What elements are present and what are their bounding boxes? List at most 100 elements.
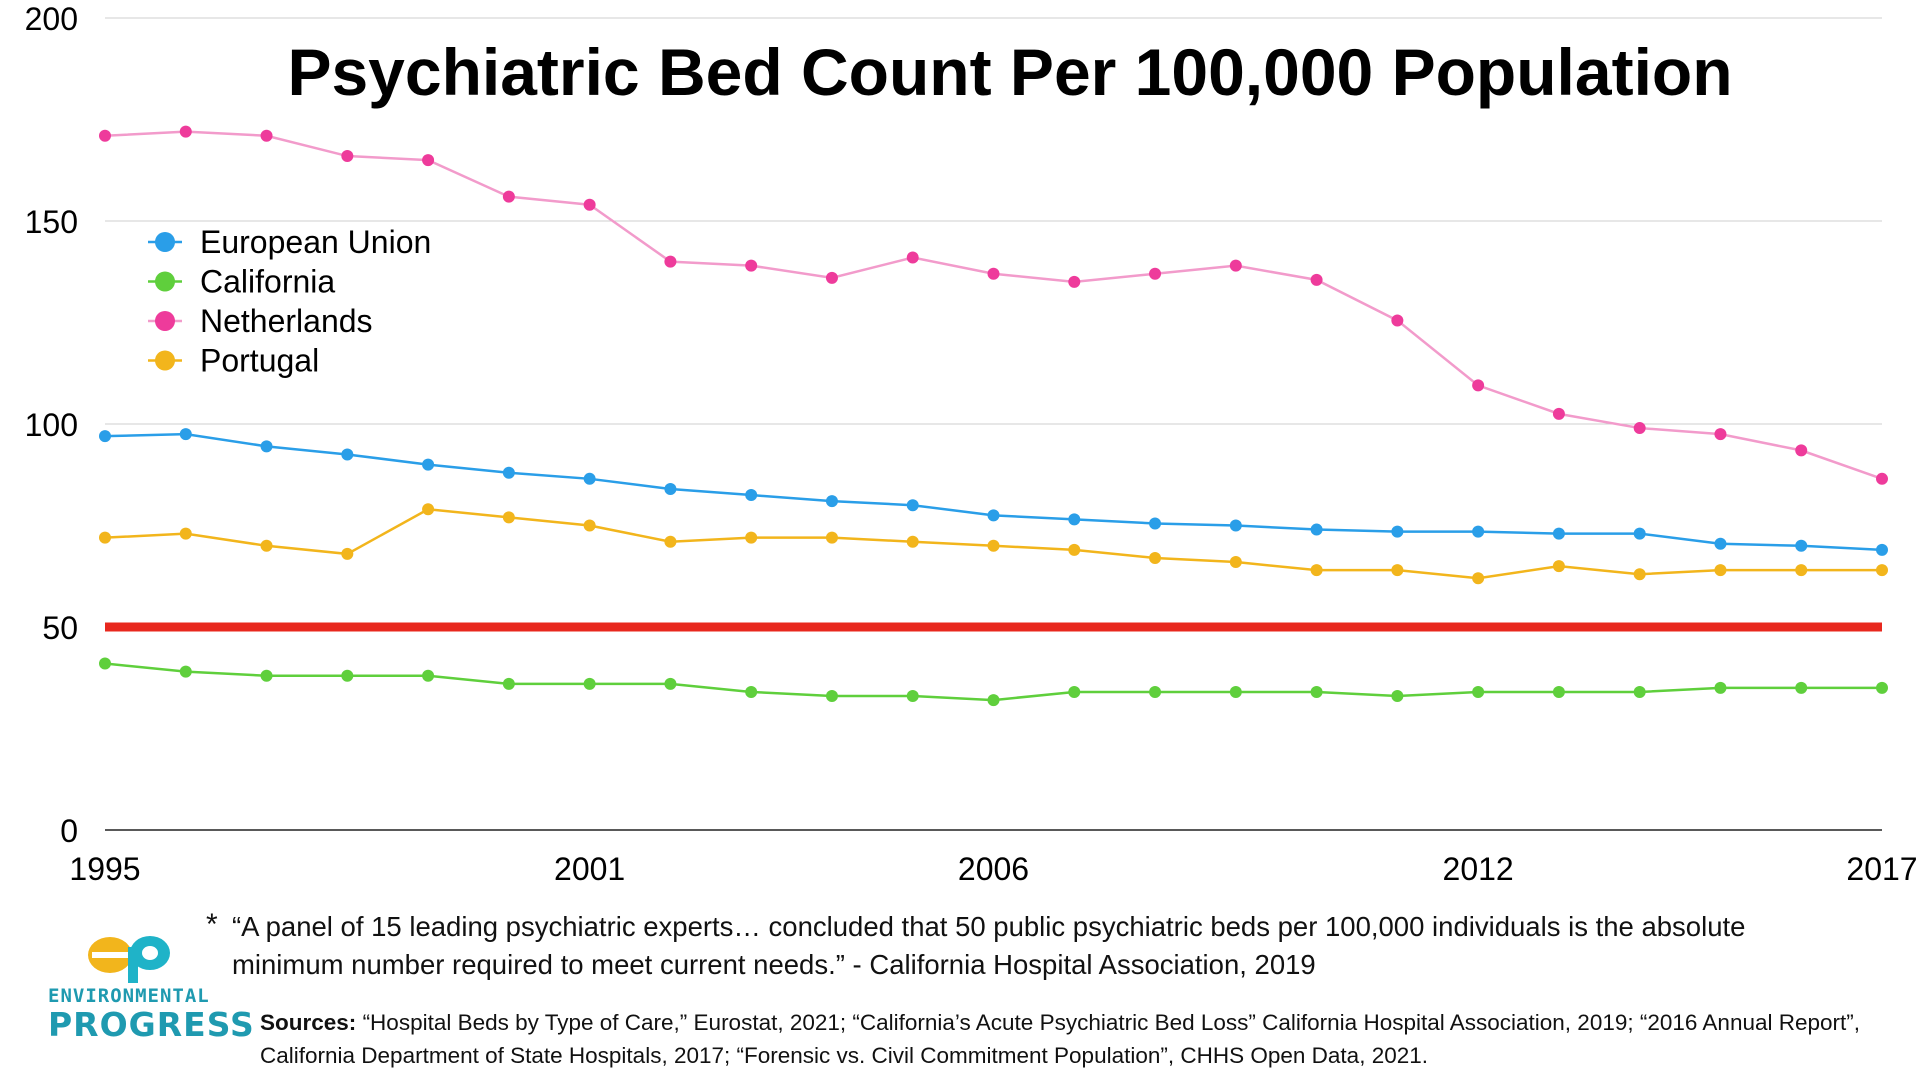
data-point	[1229, 259, 1242, 272]
data-point	[1472, 572, 1485, 585]
data-point	[1068, 685, 1081, 698]
data-point	[260, 129, 273, 142]
data-point	[1714, 564, 1727, 577]
data-point	[583, 519, 596, 532]
data-point	[1714, 681, 1727, 694]
logo-p-stem	[128, 947, 138, 983]
legend-label: European Union	[200, 224, 431, 260]
data-point	[1876, 543, 1888, 556]
legend-swatch-marker	[155, 271, 175, 292]
series-line	[104, 432, 1883, 552]
x-tick-label: 2006	[958, 851, 1029, 887]
data-point	[987, 539, 1000, 552]
data-point	[745, 531, 758, 544]
data-point	[664, 482, 677, 495]
data-point	[1391, 525, 1404, 538]
legend-label: Netherlands	[200, 303, 373, 339]
series-lines	[99, 125, 1888, 707]
data-point	[1795, 681, 1808, 694]
data-point	[502, 511, 515, 524]
data-point	[1068, 275, 1081, 288]
data-point	[1068, 513, 1081, 526]
sources-label: Sources:	[260, 1010, 357, 1035]
x-tick-label: 2017	[1846, 851, 1917, 887]
data-point	[1633, 685, 1646, 698]
legend-label: Portugal	[200, 343, 319, 379]
data-point	[664, 535, 677, 548]
legend-swatch-marker	[155, 232, 175, 252]
ep-logo-icon	[88, 936, 170, 983]
data-point	[99, 657, 111, 670]
legend-item: Portugal	[148, 343, 319, 379]
data-point	[906, 535, 919, 548]
data-point	[341, 448, 354, 461]
data-point	[1633, 568, 1646, 581]
data-point	[1149, 517, 1162, 530]
data-point	[664, 255, 677, 268]
x-tick-label: 2001	[554, 851, 625, 887]
data-point	[422, 154, 435, 167]
x-tick-labels: 1995 2001 2006 2012 2017	[69, 851, 1917, 887]
series-portugal	[99, 503, 1888, 585]
y-tick-label: 200	[25, 1, 78, 37]
data-point	[502, 466, 515, 479]
data-point	[99, 129, 111, 142]
data-point	[1633, 422, 1646, 435]
data-point	[745, 685, 758, 698]
data-point	[906, 499, 919, 512]
y-tick-labels: 0 50 100 150 200	[25, 1, 78, 849]
series-european-union	[99, 428, 1888, 556]
logo-e-bar	[92, 952, 128, 958]
data-point	[179, 527, 192, 540]
legend-swatch-marker	[155, 311, 175, 331]
data-point	[1795, 444, 1808, 457]
data-point	[1714, 428, 1727, 441]
data-point	[341, 669, 354, 682]
data-point	[1795, 539, 1808, 552]
legend-swatch-marker	[155, 350, 175, 371]
environmental-progress-logo: ENVIRONMENTAL PROGRESS	[40, 925, 254, 1045]
data-point	[179, 665, 192, 678]
data-point	[987, 509, 1000, 522]
data-point	[987, 694, 1000, 707]
series-california	[99, 657, 1888, 707]
y-tick-label: 0	[60, 813, 78, 849]
data-point	[1149, 267, 1162, 280]
logo-line2: PROGRESS	[48, 1005, 255, 1044]
data-point	[825, 531, 838, 544]
data-point	[1552, 685, 1565, 698]
legend-label: California	[200, 264, 335, 300]
legend-item: European Union	[148, 224, 431, 260]
data-point	[1229, 556, 1242, 569]
data-point	[260, 669, 273, 682]
data-point	[422, 458, 435, 471]
data-point	[1876, 681, 1888, 694]
footnote-marker: *	[206, 908, 218, 941]
x-tick-label: 2012	[1443, 851, 1514, 887]
footnote: * “A panel of 15 leading psychiatric exp…	[206, 908, 1792, 984]
y-tick-label: 150	[25, 204, 78, 240]
legend-item: Netherlands	[148, 303, 373, 339]
data-point	[1391, 690, 1404, 703]
data-point	[502, 677, 515, 690]
data-point	[1714, 537, 1727, 550]
data-point	[1149, 685, 1162, 698]
data-point	[260, 539, 273, 552]
data-point	[745, 489, 758, 502]
data-point	[1391, 314, 1404, 327]
sources: Sources: “Hospital Beds by Type of Care,…	[260, 1006, 1910, 1072]
data-point	[1149, 551, 1162, 564]
data-point	[745, 259, 758, 272]
data-point	[1310, 685, 1323, 698]
data-point	[1795, 564, 1808, 577]
data-point	[1068, 543, 1081, 556]
data-point	[502, 190, 515, 203]
data-point	[1310, 273, 1323, 286]
data-point	[1633, 527, 1646, 540]
data-point	[99, 531, 111, 544]
y-tick-label: 50	[42, 610, 78, 646]
legend-item: California	[148, 264, 335, 300]
y-tick-label: 100	[25, 407, 78, 443]
data-point	[341, 547, 354, 560]
data-point	[664, 677, 677, 690]
